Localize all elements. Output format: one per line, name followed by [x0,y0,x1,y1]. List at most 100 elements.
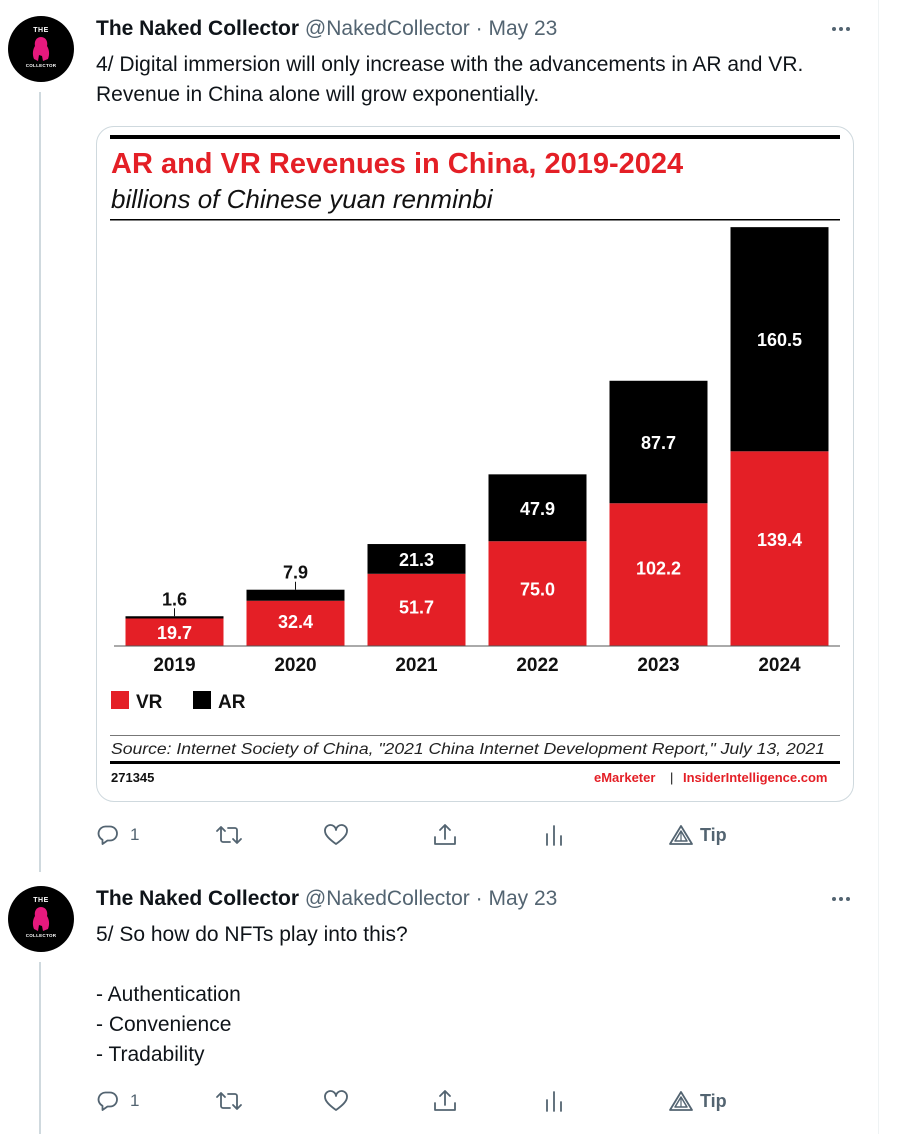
like-icon [324,1090,348,1111]
bar-ar-2023 [609,380,708,504]
tweet-date[interactable]: May 23 [488,887,558,910]
more-icon[interactable] [826,18,856,40]
chart-top-rule [110,135,840,139]
x-tick-label-2022: 2022 [516,655,558,676]
thread-connector-line [39,962,41,1134]
reply-icon [97,825,118,845]
header-separator: · [475,17,483,40]
chart-brand: eMarketer [594,770,655,785]
bar-vr-2023 [609,503,708,646]
data-label-ar-2020: 7.9 [283,563,308,583]
chart-id: 271345 [111,770,154,785]
data-label-vr-2023: 102.2 [636,558,681,578]
share-icon [434,1090,456,1111]
share-icon [434,824,456,845]
tweet-text: 5/ So how do NFTs play into this? - Auth… [96,923,408,1066]
tweet-date[interactable]: May 23 [488,17,558,40]
timeline-right-border [878,0,879,1134]
chart-subtitle-rule [110,219,840,221]
bar-vr-2021 [367,573,466,646]
x-tick-label-2021: 2021 [395,655,438,676]
like-button[interactable] [323,1086,349,1116]
chart-brand-site: InsiderIntelligence.com [683,770,828,785]
avatar-logo-text-top: THE [33,897,49,904]
bar-vr-2024 [730,451,829,646]
x-tick-label-2023: 2023 [637,655,679,676]
chart-source-rule [110,735,840,736]
tip-label: Tip [700,1090,727,1111]
bar-ar-2022 [488,474,587,542]
data-label-ar-2024: 160.5 [757,330,802,350]
reply-button[interactable]: 1 [96,1086,139,1116]
x-tick-label-2024: 2024 [758,655,801,676]
data-label-ar-2019: 1.6 [162,589,187,609]
like-button[interactable] [323,820,349,850]
data-label-vr-2024: 139.4 [757,530,802,550]
data-label-vr-2020: 32.4 [278,612,313,632]
chart-bottom-rule [110,761,840,764]
bar-ar-2021 [367,544,466,574]
tweet-header: The Naked Collector @NakedCollector · Ma… [96,14,557,44]
data-label-ar-2021: 21.3 [399,550,434,570]
reply-icon [97,1091,118,1111]
avatar-logo-figure [32,37,50,61]
more-icon[interactable] [826,888,856,910]
bar-ar-2024 [730,227,829,452]
tweet-actions: 1 Tip [96,820,796,850]
chart-subtitle: billions of Chinese yuan renminbi [111,184,494,214]
reply-button[interactable]: 1 [96,820,139,850]
data-label-vr-2021: 51.7 [399,597,434,617]
avatar-logo-text-bottom: COLLECTOR [25,933,57,938]
x-tick-label-2020: 2020 [274,655,316,676]
analytics-button[interactable] [543,1086,565,1116]
analytics-icon [546,825,562,846]
bar-ar-2019 [125,616,224,619]
tip-button[interactable]: Tip [668,1086,727,1116]
display-name[interactable]: The Naked Collector [96,887,300,910]
bar-ar-2020 [246,589,345,601]
legend-vr-swatch [111,691,129,709]
analytics-button[interactable] [543,820,565,850]
share-button[interactable] [432,1086,458,1116]
user-handle[interactable]: @NakedCollector [304,17,470,40]
tip-icon [669,1091,693,1111]
display-name[interactable]: The Naked Collector [96,17,300,40]
legend-ar-label: AR [218,692,246,713]
data-label-vr-2022: 75.0 [520,579,555,599]
x-tick-label-2019: 2019 [153,655,195,676]
retweet-button[interactable] [215,820,243,850]
tip-label: Tip [700,824,727,845]
chart-source: Source: Internet Society of China, "2021… [111,741,825,758]
analytics-icon [546,1091,562,1112]
data-label-ar-2022: 47.9 [520,499,555,519]
tweet-header: The Naked Collector @NakedCollector · Ma… [96,884,557,914]
legend-vr-label: VR [136,692,163,713]
chart-title: AR and VR Revenues in China, 2019-2024 [111,148,683,180]
data-label-vr-2019: 19.7 [157,623,192,643]
avatar[interactable]: THE COLLECTOR [8,16,74,82]
avatar[interactable]: THE COLLECTOR [8,886,74,952]
reply-count: 1 [130,1091,140,1110]
user-handle[interactable]: @NakedCollector [304,887,470,910]
legend-ar-swatch [193,691,211,709]
data-label-ar-2023: 87.7 [641,433,676,453]
chart-bars: 19.7 1.6 32.4 7.9 51.7 21.3 75.0 47.9 102.2 87.7 1… [125,227,829,646]
tweet[interactable]: THE COLLECTOR The Naked Collector @Naked… [0,870,878,1134]
chart-x-ticks: 2019 2020 2021 2022 2023 2024 [153,655,801,676]
retweet-button[interactable] [215,1086,243,1116]
share-button[interactable] [432,820,458,850]
tweet-actions: 1 Tip [96,1086,796,1116]
retweet-icon [216,1092,242,1110]
bar-vr-2020 [246,600,345,646]
tip-button[interactable]: Tip [668,820,727,850]
like-icon [324,824,348,845]
tweet[interactable]: THE COLLECTOR The Naked Collector @Naked… [0,0,878,870]
reply-count: 1 [130,825,140,844]
thread-connector-line [39,92,41,872]
retweet-icon [216,826,242,844]
chart-svg: AR and VR Revenues in China, 2019-2024 b… [110,135,840,785]
header-separator: · [475,887,483,910]
tip-icon [669,825,693,845]
chart-image[interactable]: AR and VR Revenues in China, 2019-2024 b… [96,126,854,802]
bar-vr-2022 [488,541,587,646]
